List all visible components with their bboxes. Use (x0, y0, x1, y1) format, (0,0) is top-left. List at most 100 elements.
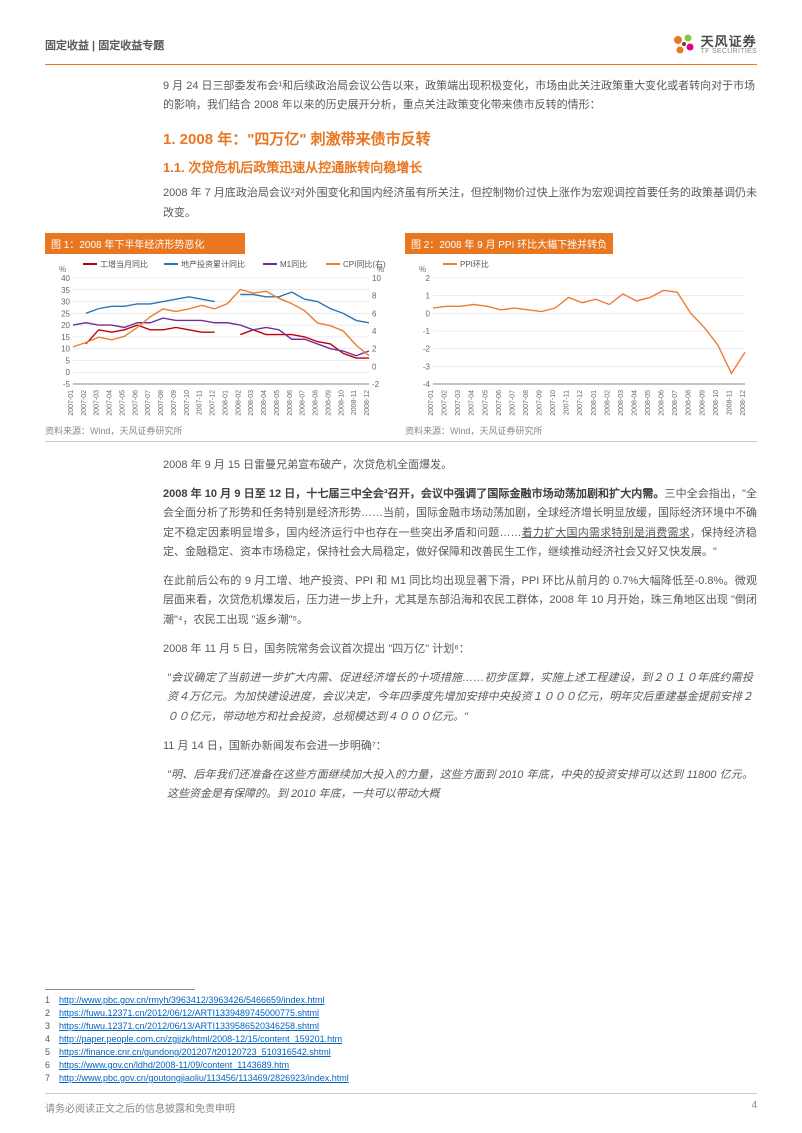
paragraph-3: 2008 年 10 月 9 日至 12 日，十七届三中全会³召开，会议中强调了国… (163, 485, 757, 562)
svg-text:2007-08: 2007-08 (158, 390, 165, 416)
svg-text:2007-04: 2007-04 (107, 390, 114, 416)
quote-2: "明、后年我们还准备在这些方面继续加大投入的力量，这些方面到 2010 年底，中… (163, 766, 757, 805)
svg-text:10: 10 (372, 274, 381, 283)
footnote-row: 3 https://fuwu.12371.cn/2012/06/13/ARTI13… (45, 1020, 757, 1033)
svg-text:2007-12: 2007-12 (210, 390, 217, 416)
footer-disclaimer: 请务必阅读正文之后的信息披露和免责申明 (45, 1100, 235, 1115)
chart-1: 图 1：2008 年下半年经济形势恶化 -50510152025303540-2… (45, 233, 397, 437)
svg-text:2: 2 (372, 345, 377, 354)
svg-text:8: 8 (372, 292, 377, 301)
page-header: 固定收益 | 固定收益专题 天风证券 TF SECURITIES (45, 32, 757, 65)
footnote-number: 1 (45, 994, 53, 1007)
svg-text:2008-05: 2008-05 (645, 390, 652, 416)
svg-text:2007-12: 2007-12 (577, 390, 584, 416)
paragraph-6: 11 月 14 日，国新办新闻发布会进一步明确⁷： (163, 737, 757, 756)
svg-text:2007-06: 2007-06 (496, 390, 503, 416)
company-logo: 天风证券 TF SECURITIES (671, 32, 757, 58)
svg-text:-2: -2 (423, 345, 431, 354)
chart-1-title: 图 1：2008 年下半年经济形势恶化 (45, 233, 245, 254)
footnote-row: 5https://finance.cnr.cn/gundong/201207/t… (45, 1046, 757, 1059)
footnote-number: 2 (45, 1007, 53, 1020)
svg-text:2008-12: 2008-12 (364, 390, 371, 416)
logo-text-en: TF SECURITIES (701, 48, 757, 55)
footnote-number: 3 (45, 1020, 53, 1033)
svg-text:2008-11: 2008-11 (726, 390, 733, 415)
chart-2-source: 资料来源：Wind，天风证券研究所 (405, 424, 757, 437)
footnote-link[interactable]: http://www.pbc.gov.cn/rmyh/3963412/39634… (59, 994, 325, 1007)
svg-text:2008-04: 2008-04 (631, 390, 638, 416)
svg-text:M1同比: M1同比 (280, 259, 307, 269)
footnote-link[interactable]: https://finance.cnr.cn/gundong/201207/t2… (59, 1046, 331, 1059)
svg-text:2007-08: 2007-08 (523, 390, 530, 416)
paragraph-3-bold: 2008 年 10 月 9 日至 12 日，十七届三中全会³召开，会议中强调了国… (163, 488, 665, 500)
svg-text:工增当月同比: 工增当月同比 (100, 259, 148, 269)
footnote-link[interactable]: http://paper.people.com.cn/zgjjzk/html/2… (59, 1033, 342, 1046)
svg-text:-3: -3 (423, 362, 431, 371)
svg-text:2007-09: 2007-09 (537, 390, 544, 416)
chart-1-plot: -50510152025303540-20246810%%2007-012007… (45, 254, 397, 422)
logo-icon (671, 32, 697, 58)
paragraph-5: 2008 年 11 月 5 日，国务院常务会议首次提出 "四万亿" 计划⁶： (163, 640, 757, 659)
chart-2-title: 图 2：2008 年 9 月 PPI 环比大幅下挫并转负 (405, 233, 613, 254)
svg-text:2008-02: 2008-02 (604, 390, 611, 416)
svg-text:1: 1 (426, 292, 431, 301)
footnote-row: 4 http://paper.people.com.cn/zgjjzk/html/… (45, 1033, 757, 1046)
footnote-link[interactable]: https://fuwu.12371.cn/2012/06/13/ARTI133… (59, 1020, 319, 1033)
svg-text:2008-04: 2008-04 (261, 390, 268, 416)
footnote-number: 6 (45, 1059, 53, 1072)
footer-page-number: 4 (751, 1100, 757, 1115)
svg-text:2007-05: 2007-05 (482, 390, 489, 416)
svg-text:2007-10: 2007-10 (184, 390, 191, 416)
svg-text:2008-03: 2008-03 (248, 390, 255, 416)
footnote-link[interactable]: https://fuwu.12371.cn/2012/06/12/ARTI133… (59, 1007, 319, 1020)
footnote-number: 4 (45, 1033, 53, 1046)
svg-text:6: 6 (372, 309, 377, 318)
breadcrumb: 固定收益 | 固定收益专题 (45, 37, 164, 53)
svg-text:2008-10: 2008-10 (338, 390, 345, 416)
svg-text:2008-09: 2008-09 (699, 390, 706, 416)
footnote-link[interactable]: http://www.pbc.gov.cn/goutongjiaoliu/113… (59, 1072, 349, 1085)
svg-text:2008-05: 2008-05 (274, 390, 281, 416)
svg-text:%: % (419, 265, 426, 274)
svg-text:-4: -4 (423, 380, 431, 389)
svg-text:2007-07: 2007-07 (145, 390, 152, 416)
footnote-row: 7http://www.pbc.gov.cn/goutongjiaoliu/11… (45, 1072, 757, 1085)
quote-1: "会议确定了当前进一步扩大内需、促进经济增长的十项措施……初步匡算，实施上述工程… (163, 669, 757, 727)
svg-text:2: 2 (426, 274, 431, 283)
svg-text:%: % (59, 265, 66, 274)
svg-text:2008-03: 2008-03 (618, 390, 625, 416)
svg-text:2007-11: 2007-11 (564, 390, 571, 415)
svg-text:2007-05: 2007-05 (119, 390, 126, 416)
svg-text:-5: -5 (63, 380, 71, 389)
svg-text:PPI环比: PPI环比 (460, 259, 489, 269)
footnote-link[interactable]: https://www.gov.cn/ldhd/2008-11/09/conte… (59, 1059, 289, 1072)
svg-text:5: 5 (66, 356, 71, 365)
svg-text:2008-08: 2008-08 (313, 390, 320, 416)
svg-text:CPI同比(右): CPI同比(右) (343, 259, 386, 269)
chart-2: 图 2：2008 年 9 月 PPI 环比大幅下挫并转负 -4-3-2-1012… (405, 233, 757, 437)
svg-text:2007-11: 2007-11 (197, 390, 204, 415)
svg-text:30: 30 (61, 297, 70, 306)
footnote-row: 2 https://fuwu.12371.cn/2012/06/12/ARTI13… (45, 1007, 757, 1020)
paragraph-4: 在此前后公布的 9 月工增、地产投资、PPI 和 M1 同比均出现显著下滑，PP… (163, 572, 757, 630)
svg-text:40: 40 (61, 274, 70, 283)
svg-text:0: 0 (372, 362, 377, 371)
chart-1-source: 资料来源：Wind，天风证券研究所 (45, 424, 397, 437)
svg-text:2007-02: 2007-02 (442, 390, 449, 416)
svg-text:2008-01: 2008-01 (222, 390, 229, 416)
svg-text:35: 35 (61, 286, 70, 295)
svg-text:2007-02: 2007-02 (81, 390, 88, 416)
svg-text:0: 0 (66, 368, 71, 377)
main-content: 9 月 24 日三部委发布会¹和后续政治局会议公告以来，政策端出现积极变化，市场… (45, 77, 757, 805)
paragraph-2: 2008 年 9 月 15 日雷曼兄弟宣布破产，次贷危机全面爆发。 (163, 456, 757, 475)
svg-text:2008-07: 2008-07 (672, 390, 679, 416)
svg-text:2008-10: 2008-10 (713, 390, 720, 416)
svg-text:25: 25 (61, 309, 70, 318)
section-heading-1: 1. 2008 年："四万亿" 刺激带来债市反转 (163, 128, 757, 149)
svg-text:2008-08: 2008-08 (686, 390, 693, 416)
svg-text:2007-03: 2007-03 (94, 390, 101, 416)
svg-text:2008-07: 2008-07 (300, 390, 307, 416)
svg-text:2008-01: 2008-01 (591, 390, 598, 416)
footnote-row: 1 http://www.pbc.gov.cn/rmyh/3963412/3963… (45, 994, 757, 1007)
intro-paragraph: 9 月 24 日三部委发布会¹和后续政治局会议公告以来，政策端出现积极变化，市场… (163, 77, 757, 114)
